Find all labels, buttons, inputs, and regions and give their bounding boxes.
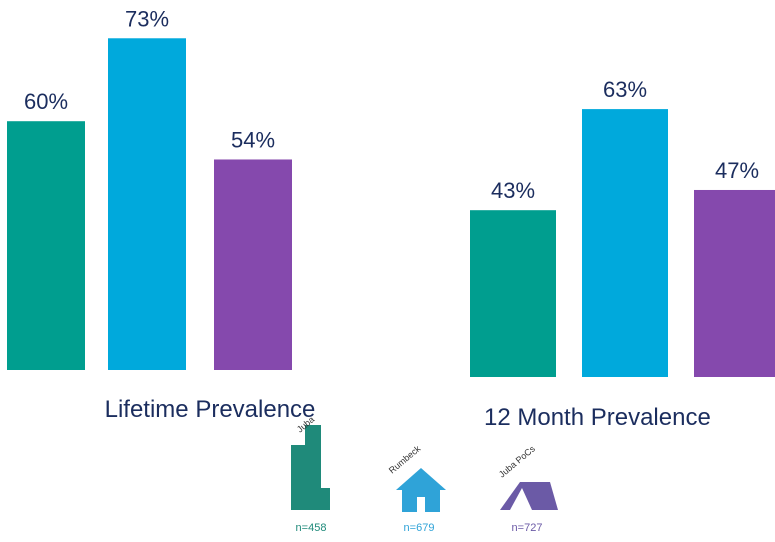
juba-icon	[291, 425, 330, 510]
value-label: 63%	[603, 77, 647, 102]
legend-sample: n=458	[296, 522, 327, 534]
bar	[582, 109, 668, 378]
pocs-icon	[500, 482, 558, 510]
category-label: Lifetime Prevalence	[105, 396, 316, 423]
legend-sample: n=679	[404, 522, 435, 534]
legend-name: Rumbeck	[387, 443, 423, 475]
value-label: 43%	[491, 178, 535, 203]
value-label: 54%	[231, 127, 275, 152]
category-label: 12 Month Prevalence	[484, 404, 711, 431]
legend-name: Juba PoCs	[497, 443, 538, 479]
bar	[7, 121, 85, 370]
bar	[470, 210, 556, 377]
legend-sample: n=727	[512, 522, 543, 534]
value-label: 60%	[24, 89, 68, 114]
rumbeck-icon	[396, 468, 446, 512]
bar	[108, 38, 186, 370]
bar	[694, 189, 775, 377]
value-label: 73%	[125, 6, 169, 31]
value-label: 47%	[715, 158, 759, 183]
bar	[214, 159, 292, 370]
